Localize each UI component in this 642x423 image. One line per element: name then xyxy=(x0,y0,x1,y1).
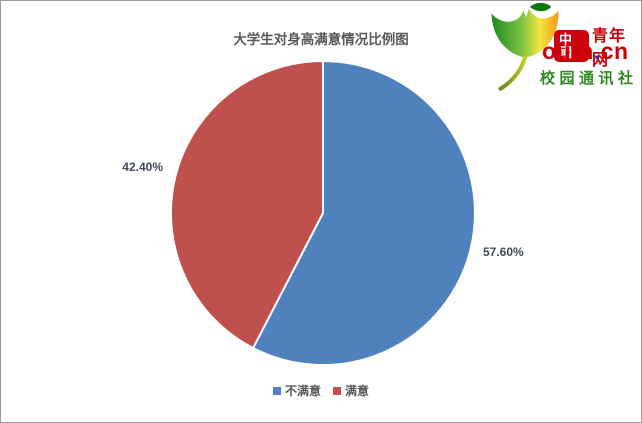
pie-slice-1 xyxy=(170,60,324,349)
legend-label: 满意 xyxy=(345,384,370,398)
legend-swatch-red xyxy=(333,386,341,395)
ginkgo-leaf-icon xyxy=(491,2,559,91)
logo-brand-en: outh.cn xyxy=(542,38,629,65)
logo-brand-en-text: outh xyxy=(542,38,594,64)
pie-data-label-satisfied: 42.40% xyxy=(122,160,163,174)
legend-label: 不满意 xyxy=(284,384,321,398)
chart-title: 大学生对身高满意情况比例图 xyxy=(233,32,409,47)
pie-data-label-dissatisfied: 57.60% xyxy=(483,245,524,259)
logo-brand-row: 中國 青年网 xyxy=(554,22,641,70)
youth-cn-logo: 中國 青年网 outh.cn 校园通讯社 xyxy=(481,1,641,93)
logo-brand-dot: . xyxy=(593,38,601,64)
legend-item-satisfied: 满意 xyxy=(333,382,369,399)
legend-swatch-blue xyxy=(272,386,281,395)
logo-brand-tld: cn xyxy=(600,38,629,64)
logo-subtitle: 校园通讯社 xyxy=(540,70,638,87)
logo-brand-cn: 青年网 xyxy=(591,28,626,69)
chart-legend: 不满意 满意 xyxy=(1,382,641,399)
legend-item-dissatisfied: 不满意 xyxy=(272,382,321,399)
pie-slice-0 xyxy=(252,60,476,366)
logo-china-badge: 中國 xyxy=(554,30,589,62)
